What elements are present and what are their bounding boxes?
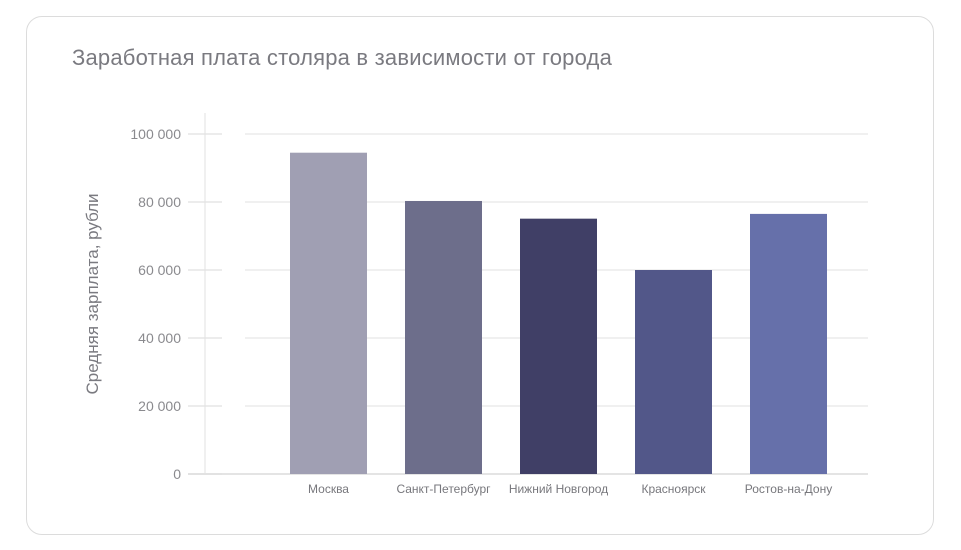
y-tick-label: 40 000 xyxy=(138,330,181,346)
y-tick-label: 20 000 xyxy=(138,398,181,414)
bar-3 xyxy=(635,270,712,474)
x-category-label: Москва xyxy=(308,482,349,496)
bar-2 xyxy=(520,218,597,474)
chart-title: Заработная плата столяра в зависимости о… xyxy=(72,45,613,70)
x-category-label: Санкт-Петербург xyxy=(396,482,491,496)
y-tick-label: 60 000 xyxy=(138,262,181,278)
y-axis-label: Средняя зарплата, рубли xyxy=(83,193,102,394)
y-tick-label: 80 000 xyxy=(138,194,181,210)
bar-1 xyxy=(405,200,482,475)
y-tick-label: 100 000 xyxy=(130,126,181,142)
x-category-label: Красноярск xyxy=(641,482,706,496)
bar-4 xyxy=(750,213,827,474)
x-category-label: Нижний Новгород xyxy=(509,482,608,496)
y-tick-label: 0 xyxy=(173,466,181,482)
x-category-label: Ростов-на-Дону xyxy=(745,482,832,496)
bar-0 xyxy=(290,152,367,474)
